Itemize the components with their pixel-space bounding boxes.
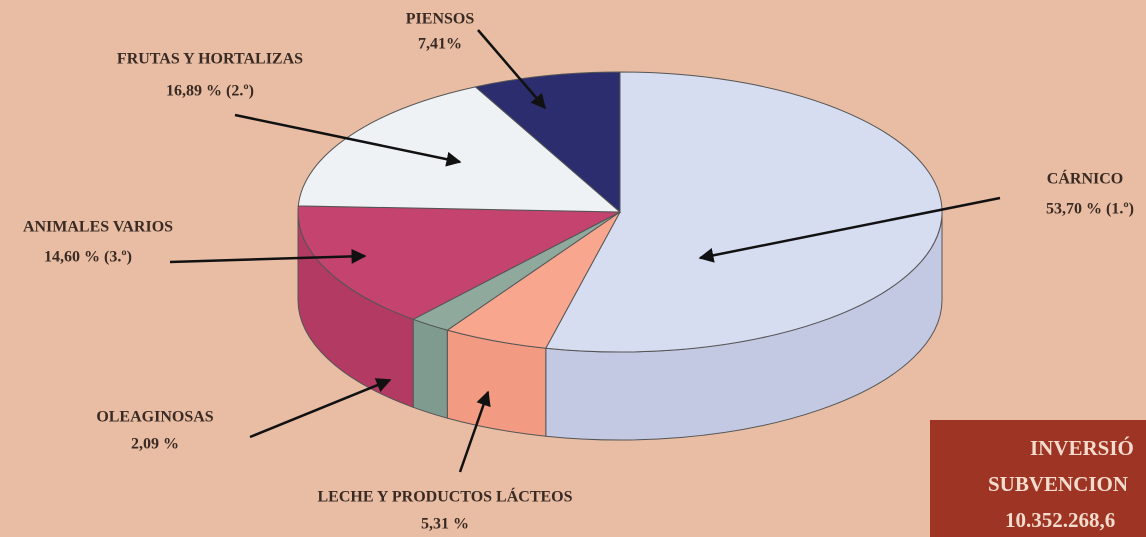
box-background <box>930 420 1146 537</box>
value-label: 5,31 % <box>421 516 469 533</box>
info-box: INVERSIÓ SUBVENCION 10.352.268,6 <box>930 420 1146 537</box>
category-label: CÁRNICO <box>1047 169 1123 188</box>
value-label: 53,70 % (1.º) <box>1046 201 1134 218</box>
arrow <box>698 196 1001 263</box>
arrows <box>169 29 1001 473</box>
box-text: SUBVENCION <box>988 472 1128 496</box>
slice <box>474 71 621 214</box>
slice-side <box>412 318 448 419</box>
box-text: 10.352.268,6 <box>1005 508 1115 532</box>
value-label: 7,41% <box>418 36 462 53</box>
box-text: INVERSIÓ <box>1030 436 1134 460</box>
category-label: LECHE Y PRODUCTOS LÁCTEOS <box>317 487 572 506</box>
value-label: 14,60 % (3.º) <box>44 249 132 266</box>
category-label: FRUTAS Y HORTALIZAS <box>117 51 303 68</box>
labels: CÁRNICO 53,70 % (1.º) LECHE Y PRODUCTOS … <box>23 11 1134 533</box>
arrow <box>477 29 546 110</box>
arrow <box>234 113 462 167</box>
value-label: 16,89 % (2.º) <box>166 83 254 100</box>
slice <box>297 86 622 213</box>
category-label: OLEAGINOSAS <box>96 409 213 426</box>
category-label: PIENSOS <box>406 11 475 28</box>
slice <box>297 205 621 320</box>
arrow <box>458 390 491 473</box>
arrow <box>249 378 392 439</box>
pie <box>297 71 943 441</box>
slice <box>545 71 943 353</box>
value-label: 2,09 % <box>131 436 179 453</box>
arrow <box>169 248 367 264</box>
category-label: ANIMALES VARIOS <box>23 219 173 236</box>
